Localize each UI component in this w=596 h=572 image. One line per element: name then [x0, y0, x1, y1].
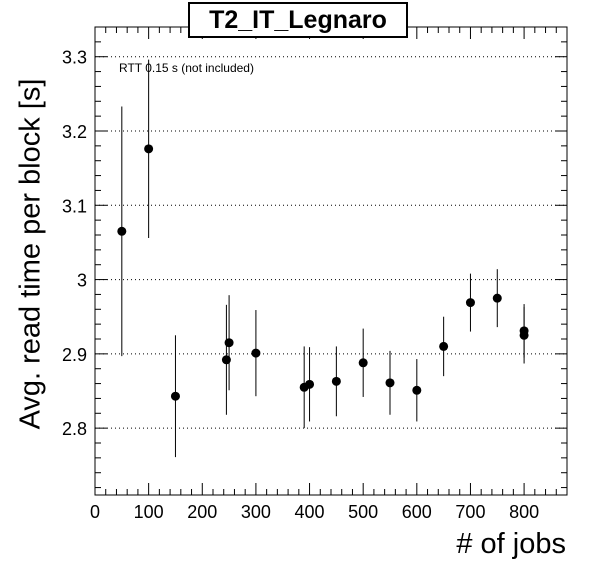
grid-layer: [95, 56, 567, 429]
y-tick-label: 3: [77, 271, 87, 291]
plot-frame: [94, 26, 568, 496]
data-point: [170, 391, 180, 401]
data-point: [465, 298, 475, 308]
x-tick-label: 500: [348, 502, 378, 522]
rtt-annotation: RTT 0.15 s (not included): [119, 61, 254, 75]
data-point: [117, 226, 127, 236]
data-point: [385, 378, 395, 388]
y-tick-label: 2.8: [62, 419, 87, 439]
data-point: [224, 338, 234, 348]
y-tick-label: 3.3: [62, 48, 87, 68]
x-tick-label: 700: [455, 502, 485, 522]
axes-layer: 0 100 200 300 400 500 600 700 800 2.8 2.9 3 3.1 3.2 3.…: [62, 26, 568, 522]
y-tick-label: 3.1: [62, 196, 87, 216]
x-tick-label: 400: [295, 502, 325, 522]
x-tick-label: 0: [90, 502, 100, 522]
x-tick-label: 200: [187, 502, 217, 522]
x-tick-label: 800: [509, 502, 539, 522]
x-tick-label: 100: [134, 502, 164, 522]
data-point: [358, 358, 368, 368]
y-tick-label: 2.9: [62, 345, 87, 365]
x-axis-label: # of jobs: [456, 528, 566, 560]
chart-title: T2_IT_Legnaro: [209, 5, 387, 34]
data-point: [439, 341, 449, 351]
y-tick-label: 3.2: [62, 122, 87, 142]
data-point: [492, 293, 502, 303]
data-point: [144, 144, 154, 154]
data-point: [251, 348, 261, 358]
data-point: [412, 385, 422, 395]
data-layer: [117, 59, 529, 458]
chart-title-box: T2_IT_Legnaro: [188, 2, 408, 38]
x-tick-label: 300: [241, 502, 271, 522]
data-point: [519, 326, 529, 336]
x-tick-label: 600: [402, 502, 432, 522]
y-axis-label: Avg. read time per block [s]: [14, 78, 47, 430]
data-point: [331, 376, 341, 386]
data-point: [305, 379, 315, 389]
